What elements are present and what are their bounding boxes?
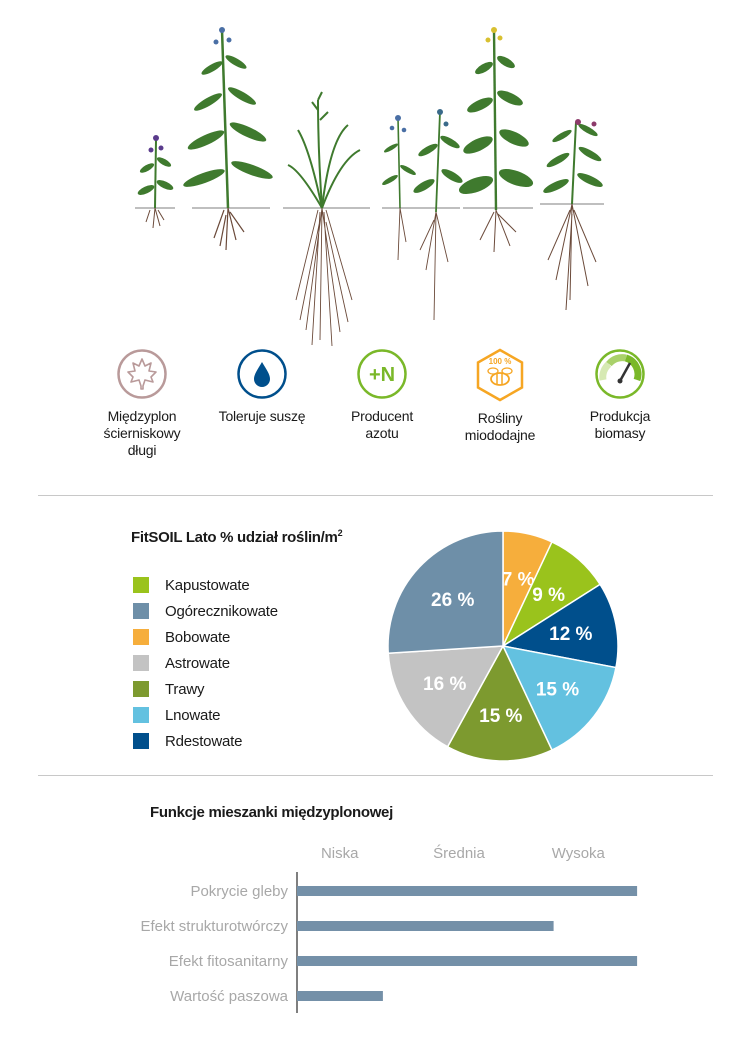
- pie-slice-label: 16 %: [423, 674, 466, 695]
- legend-swatch: [133, 655, 149, 671]
- legend-label: Ogórecznikowate: [165, 602, 278, 620]
- water-drop-icon: [237, 349, 287, 399]
- pie-slice: [501, 644, 617, 752]
- bar-chart: Niska Średnia Wysoka Pokrycie gleby Efekt st…: [140, 844, 638, 1013]
- plant-illustration: [382, 115, 416, 261]
- bar: [297, 956, 638, 966]
- bar-category-label: Efekt strukturotwórczy: [140, 918, 288, 935]
- pie-slice-label: 15 %: [536, 679, 579, 700]
- legend-swatch: [133, 577, 149, 593]
- plant-illustration: [137, 135, 174, 229]
- scale-label: Wysoka: [552, 845, 606, 862]
- legend-item: Ogórecznikowate: [133, 598, 278, 624]
- feature-honey-plants: 100 % Rośliny miododajne: [435, 348, 565, 444]
- plant-illustration: [413, 109, 463, 321]
- maple-leaf-icon: [117, 349, 167, 399]
- legend-swatch: [133, 681, 149, 697]
- feature-label: Rośliny miododajne: [464, 410, 536, 443]
- legend-label: Kapustowate: [165, 576, 250, 594]
- legend-item: Lnowate: [133, 702, 278, 728]
- plants-illustration: [135, 27, 604, 347]
- plant-illustration: [543, 119, 603, 311]
- plant-illustration: [287, 91, 361, 347]
- legend-item: Astrowate: [133, 650, 278, 676]
- feature-label: Produkcja biomasy: [589, 408, 651, 441]
- pie-slice-label: 26 %: [431, 590, 474, 611]
- pie-slice: [500, 583, 619, 669]
- legend-label: Lnowate: [165, 706, 221, 724]
- scale-label: Średnia: [433, 844, 485, 862]
- bar-category-label: Pokrycie gleby: [190, 883, 288, 900]
- bar-category-label: Wartość paszowa: [170, 988, 288, 1005]
- pie-chart-title-text: FitSOIL Lato % udział roślin/m: [131, 529, 338, 546]
- legend-swatch: [133, 603, 149, 619]
- bar: [297, 921, 554, 931]
- legend-item: Kapustowate: [133, 572, 278, 598]
- feature-catch-crop: Międzyplon ścierniskowy długi: [77, 348, 207, 459]
- pie-slice-label: 12 %: [549, 624, 592, 645]
- plus-n-icon: +N: [357, 349, 407, 399]
- legend-swatch: [133, 733, 149, 749]
- section-divider: [38, 775, 713, 776]
- plant-illustration: [458, 27, 534, 253]
- scale-label: Niska: [321, 845, 359, 862]
- feature-label: Producent azotu: [350, 408, 414, 441]
- pie-chart: 7 %9 % 12 % 15 % 15 % 16 % 26 %: [387, 530, 619, 762]
- legend-label: Trawy: [165, 680, 205, 698]
- pie-slice-label: 9 %: [532, 585, 565, 606]
- legend-item: Trawy: [133, 676, 278, 702]
- bar-chart-title: Funkcje mieszanki międzyplonowej: [150, 804, 393, 821]
- pie-slice-label: 7 %: [502, 570, 535, 591]
- legend-label: Astrowate: [165, 654, 230, 672]
- plant-illustration: [183, 27, 273, 251]
- legend-label: Bobowate: [165, 628, 231, 646]
- feature-label: Międzyplon ścierniskowy długi: [103, 408, 181, 458]
- section-divider: [38, 495, 713, 496]
- pie-slice: [387, 530, 504, 655]
- feature-nitrogen-producer: +N Producent azotu: [317, 348, 447, 442]
- pie-slice: [446, 644, 553, 762]
- pie-slice: [387, 645, 505, 748]
- bar: [297, 991, 383, 1001]
- bar-category-label: Efekt fitosanitarny: [169, 953, 289, 970]
- legend-item: Bobowate: [133, 624, 278, 650]
- pie-slice-label: 15 %: [479, 706, 522, 727]
- bee-honey-icon: 100 %: [476, 348, 524, 402]
- feature-icons-row: Międzyplon ścierniskowy długi Toleruje s…: [0, 348, 750, 478]
- feature-biomass: Produkcja biomasy: [555, 348, 685, 442]
- pie-chart-title: FitSOIL Lato % udział roślin/m2: [131, 528, 343, 546]
- pie-chart-title-sup: 2: [337, 528, 343, 538]
- feature-label: Toleruje suszę: [218, 408, 306, 424]
- legend-label: Rdestowate: [165, 732, 243, 750]
- svg-text:+N: +N: [369, 364, 395, 386]
- svg-text:100 %: 100 %: [489, 357, 512, 366]
- legend-swatch: [133, 629, 149, 645]
- feature-drought-tolerant: Toleruje suszę: [197, 348, 327, 425]
- bar: [297, 886, 638, 896]
- pie-chart-legend: Kapustowate Ogórecznikowate Bobowate Astrow…: [133, 572, 278, 754]
- legend-item: Rdestowate: [133, 728, 278, 754]
- legend-swatch: [133, 707, 149, 723]
- gauge-icon: [595, 349, 645, 399]
